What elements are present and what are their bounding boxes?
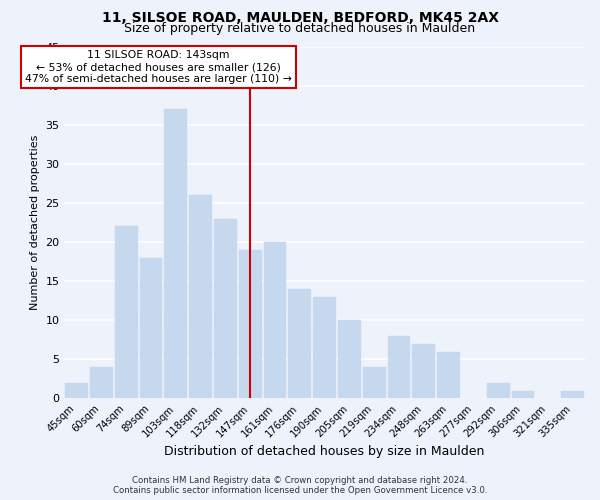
Text: Size of property relative to detached houses in Maulden: Size of property relative to detached ho… (124, 22, 476, 35)
Bar (239, 250, 262, 398)
Bar (412, 344, 435, 398)
Bar (214, 218, 237, 398)
Bar (487, 383, 509, 398)
Bar (313, 297, 336, 398)
Bar (363, 367, 386, 398)
Bar (164, 109, 187, 399)
Bar (338, 320, 361, 398)
Bar (115, 226, 137, 398)
Text: Contains public sector information licensed under the Open Government Licence v3: Contains public sector information licen… (113, 486, 487, 495)
Bar (437, 352, 460, 399)
Bar (561, 390, 584, 398)
Bar (65, 383, 88, 398)
Text: 11, SILSOE ROAD, MAULDEN, BEDFORD, MK45 2AX: 11, SILSOE ROAD, MAULDEN, BEDFORD, MK45 … (101, 11, 499, 25)
Text: Contains HM Land Registry data © Crown copyright and database right 2024.: Contains HM Land Registry data © Crown c… (132, 476, 468, 485)
Bar (140, 258, 163, 398)
Text: 11 SILSOE ROAD: 143sqm
← 53% of detached houses are smaller (126)
47% of semi-de: 11 SILSOE ROAD: 143sqm ← 53% of detached… (25, 50, 292, 84)
Bar (289, 289, 311, 399)
Bar (388, 336, 410, 398)
Bar (263, 242, 286, 398)
X-axis label: Distribution of detached houses by size in Maulden: Distribution of detached houses by size … (164, 444, 485, 458)
Bar (90, 367, 113, 398)
Bar (189, 195, 212, 398)
Y-axis label: Number of detached properties: Number of detached properties (30, 135, 40, 310)
Bar (512, 390, 535, 398)
